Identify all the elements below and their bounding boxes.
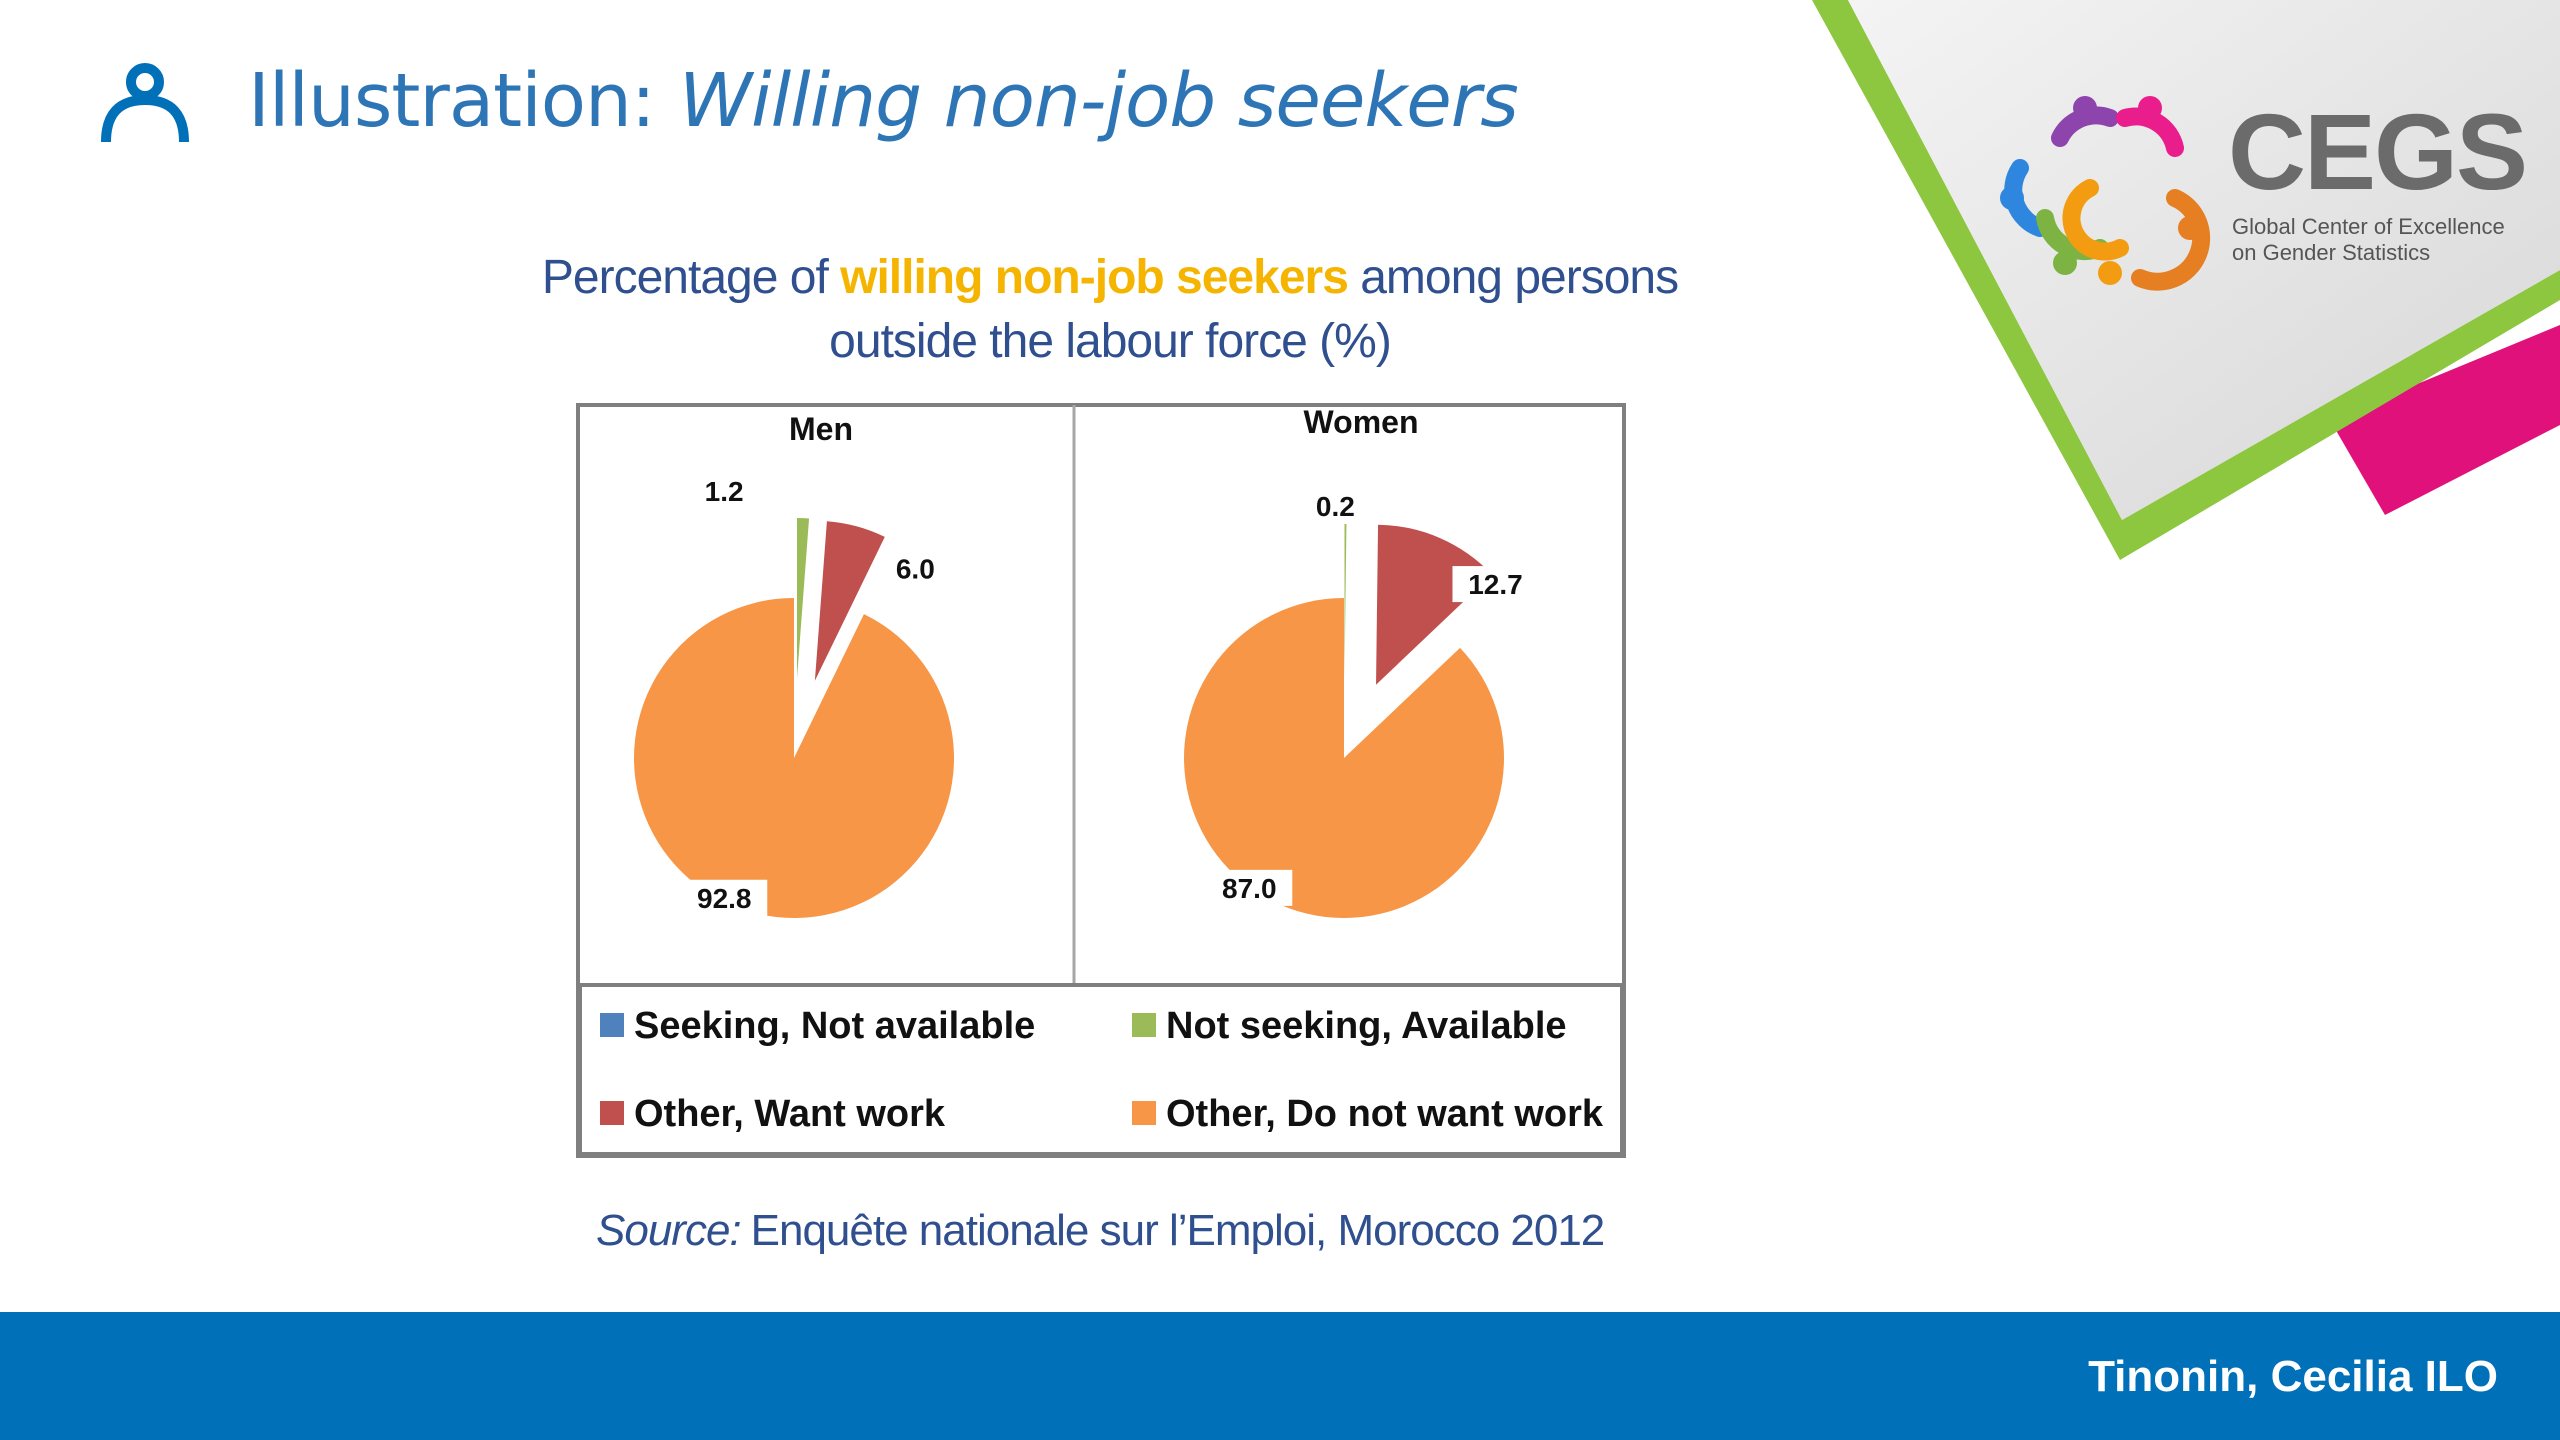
footer-author: Tinonin, Cecilia ILO bbox=[2088, 1352, 2498, 1401]
legend-label-1: Not seeking, Available bbox=[1166, 1005, 1567, 1047]
logo-subtitle: Global Center of Excellence on Gender St… bbox=[2232, 214, 2505, 266]
data-label-box-1-2 bbox=[1452, 566, 1539, 603]
source-note: Source: Enquête nationale sur l’Emploi, M… bbox=[596, 1206, 1606, 1256]
legend-label-2: Other, Want work bbox=[634, 1093, 946, 1135]
data-label-0-2: 6.0 bbox=[896, 553, 935, 584]
pie-slice-0-1 bbox=[797, 518, 810, 679]
pie-slice-1-2 bbox=[1376, 524, 1493, 685]
pie-title-1: Women bbox=[1304, 404, 1419, 440]
legend-item-3: Other, Do not want work bbox=[1132, 1094, 1603, 1134]
data-label-1-3: 87.0 bbox=[1222, 873, 1277, 904]
chart-title-line2: outside the labour force (%) bbox=[829, 315, 1392, 368]
legend-border bbox=[578, 983, 1624, 1156]
pie-slice-0-2 bbox=[814, 521, 885, 681]
legend-label-3: Other, Do not want work bbox=[1166, 1093, 1604, 1135]
legend-swatch-1 bbox=[1132, 1013, 1156, 1037]
logo-name: CEGS bbox=[2228, 91, 2528, 212]
title-main: Willing non-job seekers bbox=[678, 58, 1519, 144]
pie-slice-0-3 bbox=[634, 598, 954, 918]
chart-frame: Men 1.2 6.0 92.8 Women 0.2 12.7 87.0 bbox=[576, 403, 1626, 1158]
footer-bar: Tinonin, Cecilia ILO bbox=[0, 1312, 2560, 1440]
data-label-box-0-3 bbox=[681, 879, 768, 916]
cegs-logo-icon bbox=[2000, 96, 2211, 291]
corner-magenta-band bbox=[2330, 325, 2560, 515]
person-icon bbox=[101, 63, 189, 143]
logo-subtitle-line1: Global Center of Excellence bbox=[2232, 214, 2505, 239]
source-label: Source: bbox=[596, 1206, 742, 1255]
data-label-1-1: 0.2 bbox=[1316, 491, 1355, 522]
chart-title-part2: among persons bbox=[1347, 251, 1679, 304]
data-label-box-0-2 bbox=[881, 550, 950, 587]
logo-subtitle-line2: on Gender Statistics bbox=[2232, 240, 2431, 265]
legend-swatch-3 bbox=[1132, 1101, 1156, 1125]
chart-title-line1: Percentage of willing non-job seekers am… bbox=[530, 246, 1690, 310]
pie-title-0: Men bbox=[789, 411, 853, 447]
data-label-0-3: 92.8 bbox=[697, 883, 752, 914]
legend-swatch-2 bbox=[600, 1101, 624, 1125]
chart-title: Percentage of willing non-job seekers am… bbox=[530, 246, 1690, 374]
chart-title-part1: Percentage of bbox=[541, 251, 841, 304]
legend-label-0: Seeking, Not available bbox=[634, 1005, 1036, 1047]
legend-item-2: Other, Want work bbox=[600, 1094, 945, 1134]
source-text: Enquête nationale sur l’Emploi, Morocco … bbox=[750, 1206, 1606, 1255]
legend-item-1: Not seeking, Available bbox=[1132, 1006, 1567, 1046]
data-label-box-1-3 bbox=[1206, 869, 1293, 906]
page-title: Illustration: Willing non-job seekers bbox=[248, 58, 1519, 144]
data-label-0-1: 1.2 bbox=[705, 476, 744, 507]
legend-swatch-0 bbox=[600, 1013, 624, 1037]
data-label-box-1-1 bbox=[1301, 488, 1370, 525]
legend-item-0: Seeking, Not available bbox=[600, 1006, 1035, 1046]
chart-title-highlight: willing non-job seekers bbox=[840, 251, 1349, 304]
data-label-1-2: 12.7 bbox=[1468, 569, 1523, 600]
data-label-box-0-1 bbox=[690, 473, 759, 510]
title-prefix: Illustration: bbox=[248, 58, 656, 144]
pie-slice-1-3 bbox=[1184, 598, 1504, 918]
pie-slice-1-1 bbox=[1344, 518, 1347, 679]
pie-group: Men 1.2 6.0 92.8 Women 0.2 12.7 87.0 bbox=[634, 404, 1539, 918]
